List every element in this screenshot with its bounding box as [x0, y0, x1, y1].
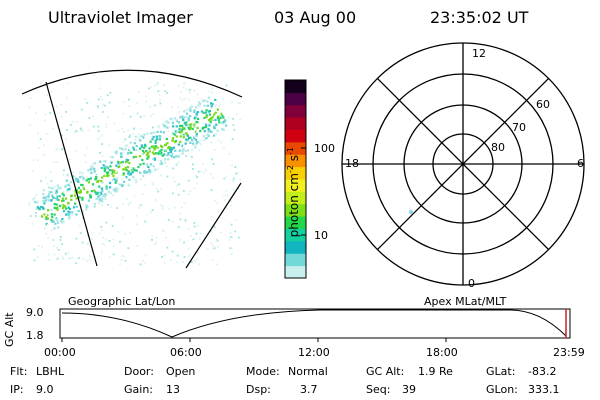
colorbar-segment [285, 92, 306, 106]
colorbar-segment [285, 228, 306, 242]
seq-label: Seq: [366, 383, 391, 396]
colorbar-segment [285, 117, 306, 130]
dsp-label: Dsp: [246, 383, 271, 396]
glon-label: GLon: [486, 383, 518, 396]
geographic-caption: Geographic Lat/Lon [68, 295, 176, 308]
dsp-value: 3.7 [300, 383, 318, 396]
mode-value: Normal [288, 365, 328, 378]
timeline-ylabel: GC Alt [3, 312, 16, 347]
mlt-label-6: 6 [577, 157, 584, 170]
aurora-intensity-map [28, 82, 242, 266]
timeline-ytick-top: 9.0 [26, 306, 44, 319]
glon-value: 333.1 [528, 383, 560, 396]
apex-caption: Apex MLat/MLT [424, 295, 507, 308]
timeline-ytick-bottom: 1.8 [26, 329, 44, 342]
image-edge-left [45, 81, 98, 267]
mlat-label-60: 60 [536, 98, 550, 111]
gcalt-value: 1.9 Re [418, 365, 453, 378]
door-value: Open [166, 365, 196, 378]
mlt-label-18: 18 [345, 157, 359, 170]
gain-value: 13 [166, 383, 180, 396]
mlt-label-12: 12 [472, 47, 486, 60]
title: Ultraviolet Imager [48, 8, 193, 27]
image-edge-top [21, 69, 243, 98]
seq-value: 39 [402, 383, 416, 396]
colorbar-segment [285, 166, 306, 180]
gain-label: Gain: [124, 383, 153, 396]
mlt-label-0: 0 [468, 277, 475, 290]
filter-value: LBHL [36, 365, 65, 378]
timeline-xtick-0600: 06:00 [170, 346, 202, 359]
date: 03 Aug 00 [274, 8, 357, 27]
mlat-label-80: 80 [491, 141, 505, 154]
glat-label: GLat: [486, 365, 516, 378]
filter-label: Flt: [10, 365, 28, 378]
geographic-image-panel [21, 69, 243, 269]
timeline-xtick-0000: 00:00 [44, 346, 76, 359]
timeline-xtick-2359: 23:59 [553, 346, 585, 359]
image-edge-right [185, 182, 242, 269]
ip-value: 9.0 [36, 383, 54, 396]
polar-data-point [408, 209, 414, 215]
colorbar-segment [285, 80, 306, 93]
timeline-xtick-1800: 18:00 [426, 346, 458, 359]
colorbar-segment [285, 216, 306, 229]
colorbar-segment [285, 141, 306, 155]
colorbar-tick-label-10: 10 [314, 229, 328, 242]
colorbar-segment [285, 129, 306, 143]
mlt-line-diag-2 [376, 77, 550, 251]
polar-plot [341, 42, 585, 286]
colorbar-segment [285, 253, 306, 267]
time: 23:35:02 UT [430, 8, 529, 27]
altitude-timeline-plot [59, 308, 571, 342]
mlat-label-70: 70 [512, 121, 526, 134]
colorbar-label: photon cm-2 s-1 [286, 146, 301, 238]
colorbar-segment [285, 179, 306, 192]
ip-label: IP: [10, 383, 24, 396]
glat-value: -83.2 [528, 365, 557, 378]
colorbar-segment [285, 104, 306, 118]
colorbar-segment [285, 154, 306, 168]
mode-label: Mode: [246, 365, 280, 378]
colorbar [284, 79, 307, 279]
colorbar-segment [285, 191, 306, 205]
colorbar-segment [285, 265, 306, 279]
gcalt-label: GC Alt: [366, 365, 405, 378]
door-label: Door: [124, 365, 154, 378]
timeline-xtick-1200: 12:00 [298, 346, 330, 359]
colorbar-segment [285, 240, 306, 254]
colorbar-tick-label-100: 100 [314, 142, 335, 155]
colorbar-segment [285, 203, 306, 217]
